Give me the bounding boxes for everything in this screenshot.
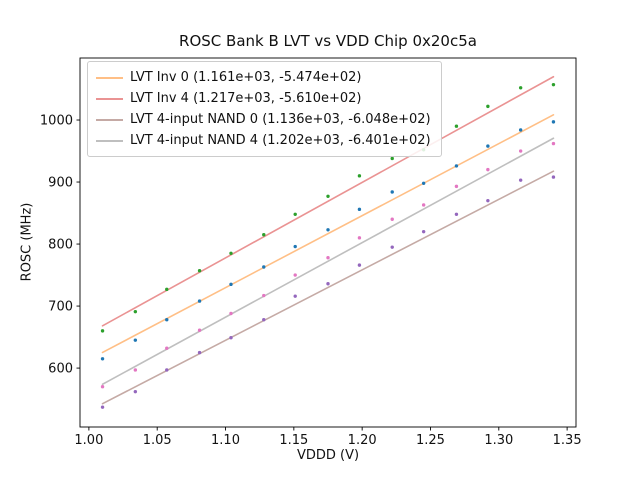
- data-point: [326, 255, 330, 260]
- data-point: [326, 282, 330, 286]
- data-point: [133, 368, 138, 372]
- data-point: [357, 236, 362, 240]
- y-axis-label: ROSC (MHz): [19, 202, 35, 282]
- data-point: [421, 229, 426, 234]
- data-point: [551, 120, 556, 124]
- y-tick-label: 600: [48, 362, 73, 377]
- data-point: [518, 128, 523, 132]
- data-point: [293, 244, 297, 249]
- data-point: [454, 124, 459, 128]
- legend-item: LVT 4-input NAND 4 (1.202e+03, -6.401e+0…: [96, 130, 431, 151]
- data-point: [390, 245, 394, 249]
- data-point: [229, 282, 233, 287]
- x-tick-label: 1.30: [484, 433, 513, 448]
- legend-line-swatch: [96, 97, 123, 100]
- data-point: [293, 212, 297, 216]
- data-point: [486, 167, 490, 172]
- data-point: [486, 198, 490, 203]
- data-point: [133, 389, 138, 394]
- data-point: [551, 82, 556, 87]
- data-point: [100, 405, 105, 409]
- data-point: [165, 346, 169, 350]
- legend-item-label: LVT 4-input NAND 4 (1.202e+03, -6.401e+0…: [130, 133, 431, 148]
- data-point: [551, 141, 556, 146]
- x-tick-label: 1.35: [553, 433, 582, 448]
- data-point: [357, 174, 362, 178]
- x-tick-label: 1.15: [279, 433, 308, 448]
- data-point: [454, 212, 459, 216]
- data-point: [100, 329, 105, 333]
- fit-line: [101, 75, 555, 327]
- data-point: [357, 207, 362, 212]
- y-tick-label: 700: [48, 300, 73, 315]
- x-tick-label: 1.20: [348, 433, 377, 448]
- data-point: [551, 175, 556, 179]
- data-point: [165, 318, 169, 322]
- data-point: [197, 328, 202, 332]
- data-point: [197, 269, 202, 273]
- data-point: [229, 311, 233, 316]
- data-point: [390, 190, 394, 194]
- legend-item: LVT Inv 0 (1.161e+03, -5.474e+02): [96, 67, 431, 88]
- x-axis-label: VDDD (V): [296, 448, 360, 463]
- fit-line: [101, 170, 555, 405]
- data-point: [262, 293, 266, 298]
- legend-line-swatch: [96, 76, 123, 79]
- data-point: [262, 265, 266, 269]
- data-point: [262, 233, 266, 237]
- data-point: [326, 194, 330, 198]
- data-point: [229, 335, 233, 340]
- data-point: [486, 144, 490, 148]
- fit-line: [101, 114, 555, 354]
- data-point: [357, 263, 362, 267]
- axes-spines: [79, 57, 577, 428]
- data-point: [229, 251, 233, 256]
- data-point: [165, 287, 169, 292]
- data-point: [262, 318, 266, 322]
- data-point: [100, 384, 105, 389]
- data-point: [326, 228, 330, 232]
- y-tick-label: 900: [48, 176, 73, 191]
- fit-line: [101, 137, 555, 386]
- data-point: [390, 217, 394, 221]
- data-point: [421, 203, 426, 207]
- legend: LVT Inv 0 (1.161e+03, -5.474e+02) LVT In…: [87, 61, 442, 157]
- x-tick-label: 1.00: [74, 433, 103, 448]
- legend-item-label: LVT 4-input NAND 0 (1.136e+03, -6.048e+0…: [130, 112, 431, 127]
- data-point: [133, 338, 138, 342]
- data-point: [133, 309, 138, 314]
- data-point: [165, 368, 169, 372]
- data-point: [454, 164, 459, 168]
- data-point: [100, 357, 105, 361]
- legend-line-swatch: [96, 118, 123, 121]
- data-point: [518, 86, 523, 90]
- x-tick-label: 1.10: [211, 433, 240, 448]
- y-tick-label: 800: [48, 238, 73, 253]
- data-point: [197, 299, 202, 303]
- x-tick-label: 1.25: [416, 433, 445, 448]
- y-tick-label: 1000: [40, 114, 73, 129]
- chart-title: ROSC Bank B LVT vs VDD Chip 0x20c5a: [179, 32, 477, 50]
- legend-item: LVT 4-input NAND 0 (1.136e+03, -6.048e+0…: [96, 109, 431, 130]
- legend-line-swatch: [96, 139, 123, 142]
- data-point: [293, 294, 297, 298]
- legend-item-label: LVT Inv 4 (1.217e+03, -5.610e+02): [130, 91, 362, 106]
- data-point: [454, 184, 459, 189]
- data-point: [390, 156, 394, 161]
- x-tick-label: 1.05: [143, 433, 172, 448]
- data-point: [518, 178, 523, 182]
- legend-item-label: LVT Inv 0 (1.161e+03, -5.474e+02): [130, 70, 362, 85]
- data-point: [486, 104, 490, 109]
- data-point: [293, 273, 297, 277]
- data-point: [197, 350, 202, 355]
- legend-item: LVT Inv 4 (1.217e+03, -5.610e+02): [96, 88, 431, 109]
- data-point: [421, 181, 426, 185]
- data-point: [518, 149, 523, 153]
